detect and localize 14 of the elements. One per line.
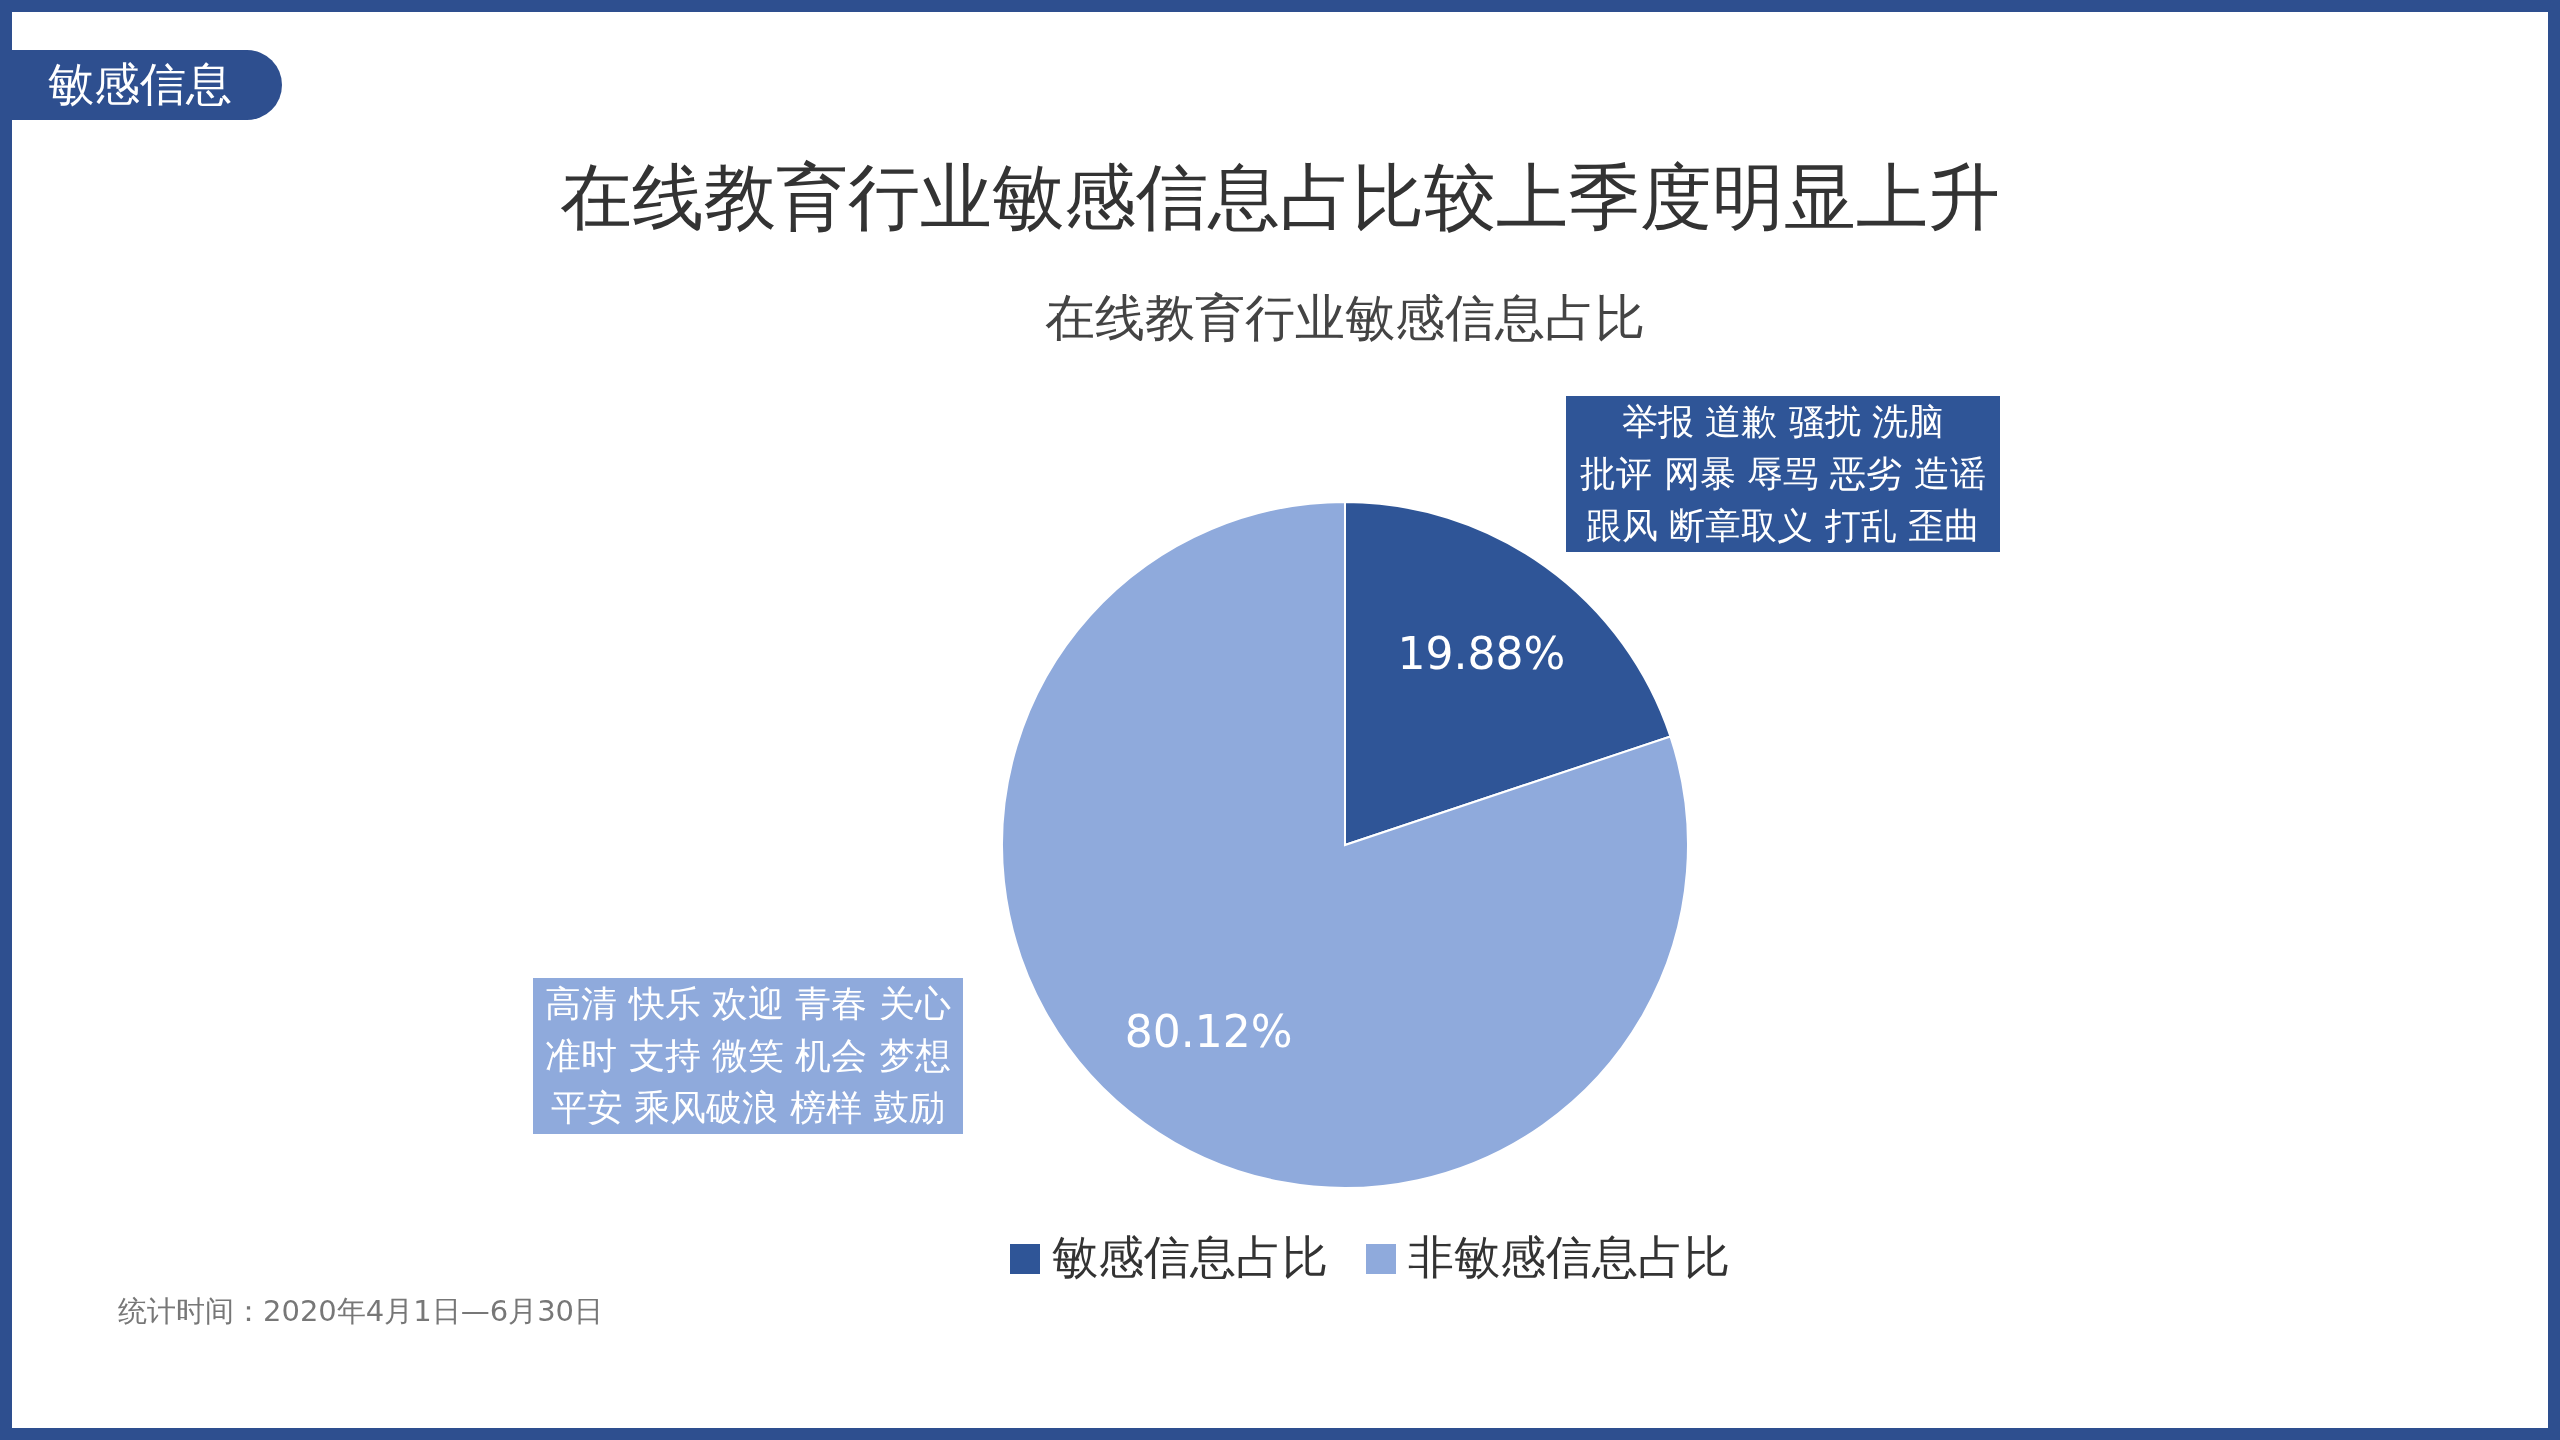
text: 举报 道歉 骚扰 洗脑	[1620, 400, 1946, 444]
text: 平安 乘风破浪 榜样 鼓励	[549, 1086, 947, 1130]
chart-title: 在线教育行业敏感信息占比较上季度明显上升	[559, 154, 2001, 241]
text: 准时 支持 微笑 机会 梦想	[544, 1034, 952, 1078]
legend-label: 敏感信息占比	[1052, 1230, 1328, 1284]
text: 敏感信息	[12, 50, 282, 120]
text: 高清 快乐 欢迎 青春 关心	[544, 982, 952, 1026]
data-label: 19.88%	[1397, 627, 1566, 679]
chart-subtitle: 在线教育行业敏感信息占比	[1044, 288, 1646, 349]
legend-label: 非敏感信息占比	[1408, 1230, 1730, 1284]
text: 批评 网暴 辱骂 恶劣 造谣	[1579, 452, 1987, 496]
data-label: 80.12%	[1124, 1006, 1293, 1058]
text: 统计时间：2020年4月1日—6月30日	[118, 1292, 604, 1332]
text: 跟风 断章取义 打乱 歪曲	[1584, 504, 1982, 548]
